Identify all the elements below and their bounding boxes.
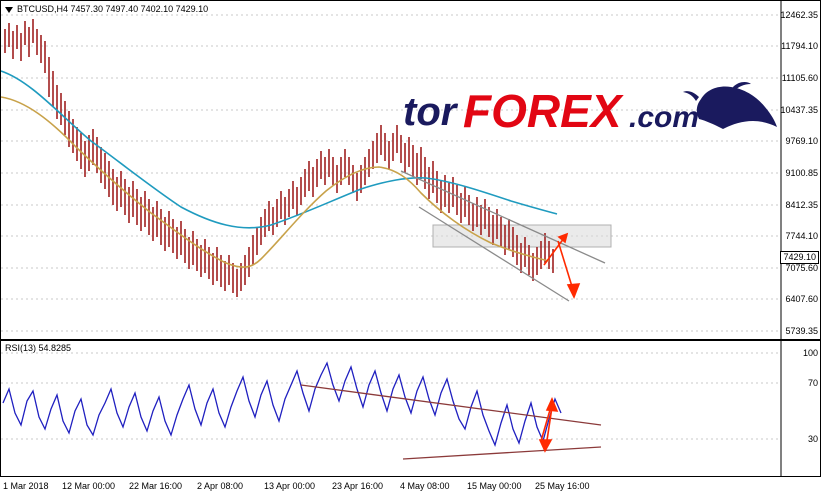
rsi-chart-canvas	[1, 341, 782, 476]
price-chart-panel[interactable]: BTCUSD,H4 7457.30 7497.40 7402.10 7429.1…	[0, 0, 821, 340]
descending-resistance-line	[400, 170, 606, 264]
brand-logo-svg: tor FOREX .com	[403, 82, 777, 137]
price-axis-label-7: 7744.10	[785, 231, 818, 241]
price-axis-label-8: 7075.60	[785, 263, 818, 273]
price-axis-label-10: 5739.35	[785, 326, 818, 336]
rsi-descending-support-line	[402, 446, 602, 460]
price-axis-label-3: 10437.35	[780, 105, 818, 115]
rsi-gridlines	[1, 352, 781, 440]
price-chart-canvas	[1, 1, 782, 339]
x-axis-label-2: 22 Mar 16:00	[129, 481, 183, 491]
price-axis-label-5: 9100.85	[785, 168, 818, 178]
x-axis-label-7: 15 May 00:00	[467, 481, 522, 491]
triangle-down-icon[interactable]	[5, 7, 13, 13]
x-axis-label-8: 25 May 16:00	[535, 481, 590, 491]
brand-logo: tor FOREX .com	[401, 81, 781, 141]
moving-average-slow-line	[1, 96, 550, 268]
bull-logo-icon	[683, 82, 777, 129]
x-axis-label-4: 13 Apr 00:00	[264, 481, 316, 491]
rsi-down-arrow	[538, 406, 553, 453]
x-axis-label-5: 23 Apr 16:00	[332, 481, 384, 491]
rsi-axis-label-30: 30	[807, 434, 818, 444]
rsi-axis-label-70: 70	[807, 378, 818, 388]
price-axis-label-0: 12462.35	[780, 10, 818, 20]
bounce-up-arrow	[543, 232, 569, 266]
rsi-indicator-panel[interactable]: RSI(13) 54.8285 100 70 30	[0, 340, 821, 477]
projected-down-arrow	[557, 240, 581, 299]
resistance-zone-box	[432, 224, 612, 248]
moving-average-fast-line	[1, 70, 558, 229]
rsi-title-label: RSI(13) 54.8285	[5, 343, 72, 353]
price-axis-label-1: 11794.10	[781, 41, 818, 51]
price-axis-label-9: 6407.60	[785, 294, 818, 304]
price-axis-label-6: 8412.35	[785, 200, 818, 210]
x-axis-labels: 1 Mar 2018 12 Mar 00:00 22 Mar 16:00 2 A…	[0, 479, 821, 500]
x-axis-label-0: 1 Mar 2018	[3, 481, 49, 491]
brand-text-forex: FOREX	[463, 85, 624, 137]
symbol-ohlc-label: BTCUSD,H4 7457.30 7497.40 7402.10 7429.1…	[17, 4, 209, 14]
brand-text-tor: tor	[403, 90, 459, 134]
x-axis-label-3: 2 Apr 08:00	[197, 481, 244, 491]
price-axis-label-4: 9769.10	[785, 136, 818, 146]
price-axis-label-2: 11105.60	[781, 73, 818, 83]
rsi-descending-resistance-line	[300, 384, 602, 426]
rsi-line-series	[2, 361, 562, 447]
x-axis-label-6: 4 May 08:00	[400, 481, 450, 491]
rsi-axis-label-100: 100	[802, 348, 818, 358]
price-gridlines	[1, 14, 781, 332]
brand-text-com: .com	[629, 101, 699, 134]
descending-support-line	[418, 206, 570, 302]
x-axis-label-1: 12 Mar 00:00	[62, 481, 116, 491]
current-price-box: 7429.10	[780, 251, 819, 264]
